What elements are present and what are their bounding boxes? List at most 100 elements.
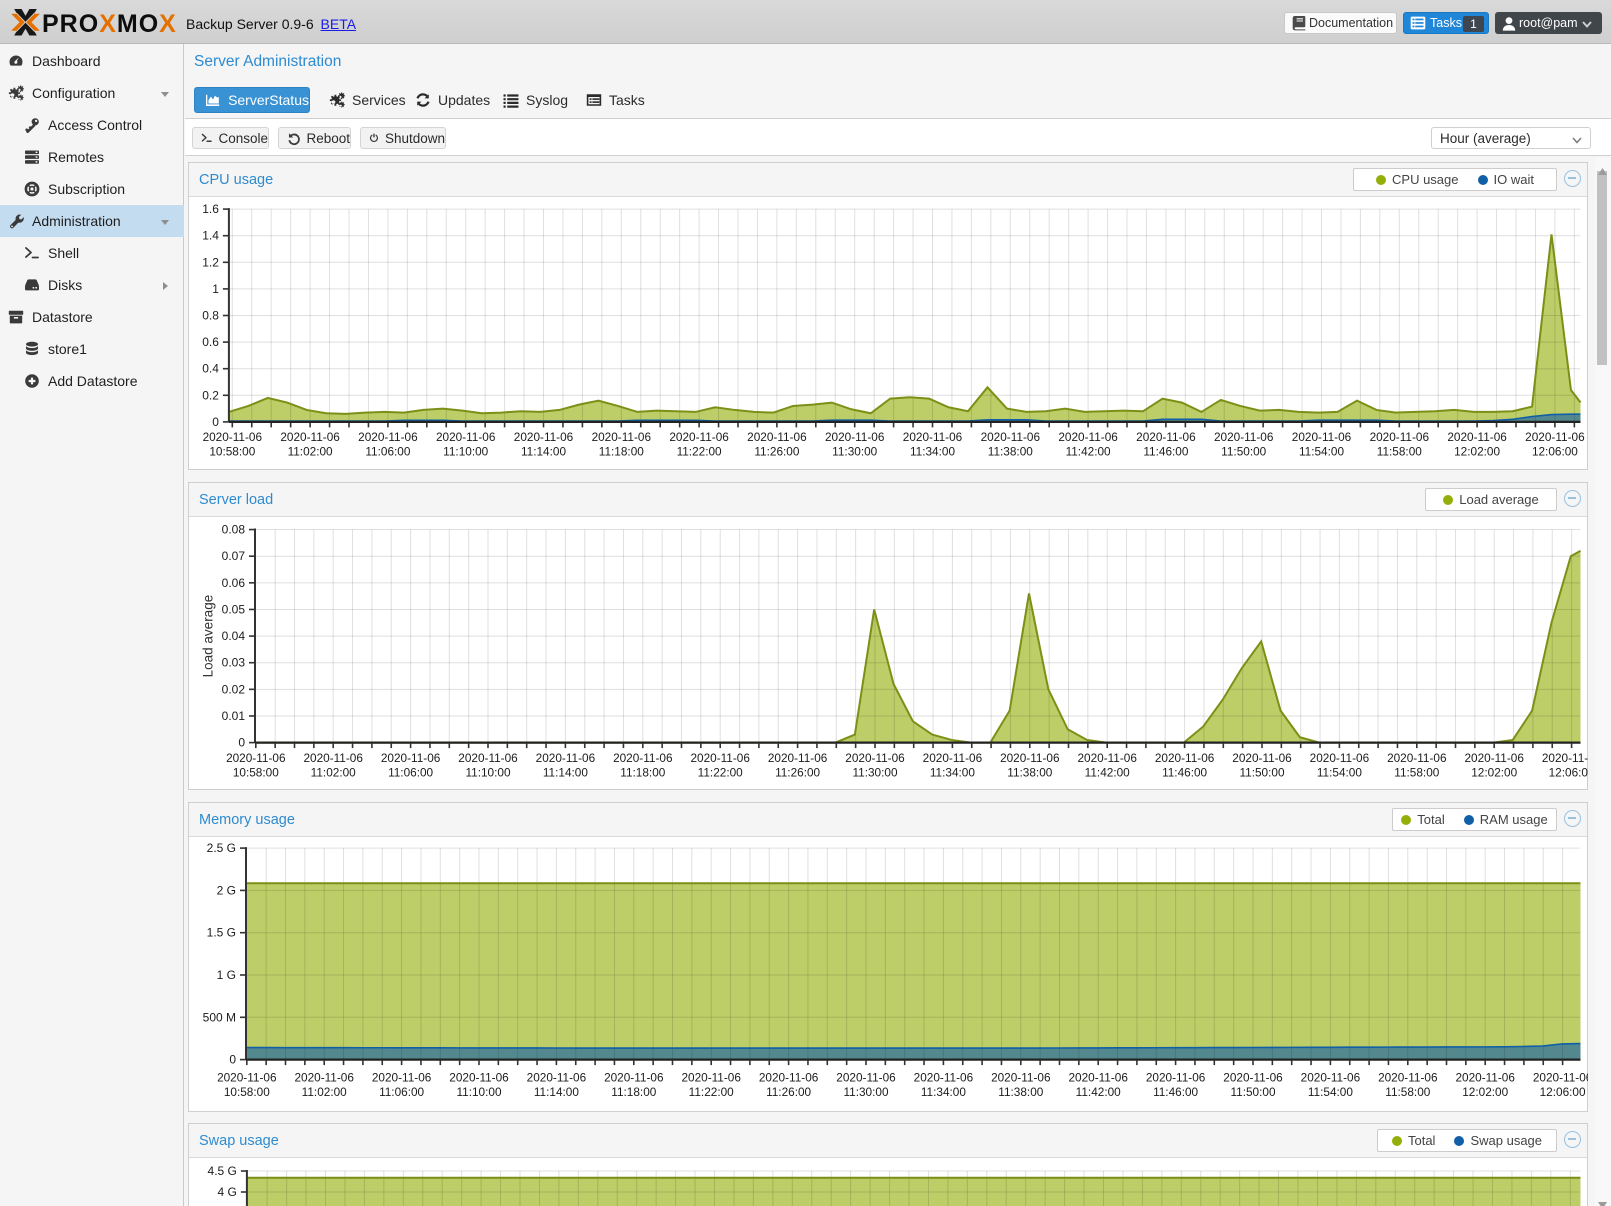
svg-text:11:02:00: 11:02:00 (301, 1085, 346, 1099)
svg-text:0.2: 0.2 (202, 389, 219, 403)
svg-text:4 G: 4 G (217, 1185, 236, 1199)
svg-text:11:54:00: 11:54:00 (1307, 1085, 1352, 1099)
svg-text:11:14:00: 11:14:00 (520, 445, 565, 459)
svg-text:2020-11-06: 2020-11-06 (690, 750, 750, 764)
svg-text:12:02:00: 12:02:00 (1471, 765, 1517, 779)
svg-text:0.08: 0.08 (221, 522, 245, 536)
svg-text:2020-11-06: 2020-11-06 (303, 750, 363, 764)
svg-text:2020-11-06: 2020-11-06 (526, 1071, 586, 1085)
svg-text:12:06:00: 12:06:00 (1539, 1085, 1585, 1099)
svg-text:2020-11-06: 2020-11-06 (591, 430, 651, 444)
svg-text:10:58:00: 10:58:00 (223, 1085, 269, 1099)
svg-text:11:06:00: 11:06:00 (388, 765, 433, 779)
svg-text:12:06:00: 12:06:00 (1548, 765, 1587, 779)
svg-text:11:38:00: 11:38:00 (998, 1085, 1043, 1099)
svg-text:2020-11-06: 2020-11-06 (358, 430, 418, 444)
svg-text:0: 0 (212, 415, 219, 429)
svg-text:11:50:00: 11:50:00 (1230, 1085, 1275, 1099)
svg-text:2020-11-06: 2020-11-06 (1136, 430, 1196, 444)
svg-text:2020-11-06: 2020-11-06 (613, 750, 673, 764)
svg-text:2020-11-06: 2020-11-06 (980, 430, 1040, 444)
svg-text:10:58:00: 10:58:00 (209, 445, 255, 459)
svg-text:2020-11-06: 2020-11-06 (1223, 1071, 1283, 1085)
svg-text:4.5 G: 4.5 G (207, 1164, 236, 1178)
svg-text:0.8: 0.8 (202, 309, 219, 323)
svg-text:11:18:00: 11:18:00 (598, 445, 643, 459)
svg-text:2020-11-06: 2020-11-06 (1154, 750, 1214, 764)
svg-text:2 G: 2 G (216, 883, 235, 897)
svg-text:2020-11-06: 2020-11-06 (681, 1071, 741, 1085)
svg-text:11:26:00: 11:26:00 (766, 1085, 811, 1099)
svg-text:2020-11-06: 2020-11-06 (435, 430, 495, 444)
svg-text:11:34:00: 11:34:00 (909, 445, 954, 459)
svg-text:11:14:00: 11:14:00 (533, 1085, 578, 1099)
svg-text:11:22:00: 11:22:00 (688, 1085, 733, 1099)
svg-text:1: 1 (212, 282, 219, 296)
svg-text:0.07: 0.07 (221, 549, 245, 563)
svg-text:0.6: 0.6 (202, 335, 219, 349)
svg-text:2020-11-06: 2020-11-06 (1291, 430, 1351, 444)
svg-text:2020-11-06: 2020-11-06 (1455, 1071, 1515, 1085)
svg-text:Load average: Load average (200, 594, 215, 677)
svg-text:12:06:00: 12:06:00 (1531, 445, 1577, 459)
svg-text:11:30:00: 11:30:00 (852, 765, 897, 779)
svg-text:1.5 G: 1.5 G (206, 926, 235, 940)
svg-text:11:22:00: 11:22:00 (697, 765, 742, 779)
svg-text:2020-11-06: 2020-11-06 (747, 430, 807, 444)
svg-text:0.03: 0.03 (221, 655, 245, 669)
svg-text:11:54:00: 11:54:00 (1316, 765, 1361, 779)
svg-text:2020-11-06: 2020-11-06 (1447, 430, 1507, 444)
svg-text:2020-11-06: 2020-11-06 (902, 430, 962, 444)
svg-text:11:50:00: 11:50:00 (1239, 765, 1284, 779)
svg-text:11:58:00: 11:58:00 (1376, 445, 1421, 459)
svg-text:2020-11-06: 2020-11-06 (1369, 430, 1429, 444)
svg-text:2020-11-06: 2020-11-06 (1300, 1071, 1360, 1085)
svg-text:2020-11-06: 2020-11-06 (1232, 750, 1292, 764)
svg-text:1.4: 1.4 (202, 229, 219, 243)
svg-text:2020-11-06: 2020-11-06 (371, 1071, 431, 1085)
svg-text:2020-11-06: 2020-11-06 (513, 430, 573, 444)
svg-text:2020-11-06: 2020-11-06 (1387, 750, 1447, 764)
svg-text:0: 0 (238, 735, 245, 749)
svg-text:1 G: 1 G (216, 968, 235, 982)
svg-text:2020-11-06: 2020-11-06 (1077, 750, 1137, 764)
svg-text:11:34:00: 11:34:00 (920, 1085, 965, 1099)
svg-text:11:26:00: 11:26:00 (775, 765, 820, 779)
svg-text:11:58:00: 11:58:00 (1394, 765, 1439, 779)
svg-text:2020-11-06: 2020-11-06 (294, 1071, 354, 1085)
svg-text:11:26:00: 11:26:00 (754, 445, 799, 459)
svg-text:2020-11-06: 2020-11-06 (922, 750, 982, 764)
svg-text:2020-11-06: 2020-11-06 (380, 750, 440, 764)
svg-text:0.05: 0.05 (221, 602, 245, 616)
svg-text:2020-11-06: 2020-11-06 (1378, 1071, 1438, 1085)
svg-text:11:02:00: 11:02:00 (287, 445, 332, 459)
svg-text:11:30:00: 11:30:00 (832, 445, 877, 459)
svg-text:12:02:00: 12:02:00 (1462, 1085, 1508, 1099)
svg-text:2020-11-06: 2020-11-06 (1213, 430, 1273, 444)
svg-text:11:50:00: 11:50:00 (1221, 445, 1266, 459)
svg-text:2020-11-06: 2020-11-06 (845, 750, 905, 764)
svg-text:1.2: 1.2 (202, 256, 219, 270)
svg-text:11:42:00: 11:42:00 (1075, 1085, 1120, 1099)
svg-text:2020-11-06: 2020-11-06 (824, 430, 884, 444)
svg-text:2020-11-06: 2020-11-06 (758, 1071, 818, 1085)
svg-text:2020-11-06: 2020-11-06 (1532, 1071, 1587, 1085)
svg-text:500 M: 500 M (202, 1010, 235, 1024)
svg-text:11:22:00: 11:22:00 (676, 445, 721, 459)
svg-text:2020-11-06: 2020-11-06 (604, 1071, 664, 1085)
svg-text:11:42:00: 11:42:00 (1065, 445, 1110, 459)
svg-text:11:14:00: 11:14:00 (542, 765, 587, 779)
svg-text:2.5 G: 2.5 G (206, 841, 235, 855)
svg-text:11:58:00: 11:58:00 (1385, 1085, 1430, 1099)
svg-text:11:46:00: 11:46:00 (1153, 1085, 1198, 1099)
svg-text:0.02: 0.02 (221, 682, 245, 696)
svg-text:0.04: 0.04 (221, 629, 245, 643)
svg-text:2020-11-06: 2020-11-06 (1068, 1071, 1128, 1085)
svg-text:2020-11-06: 2020-11-06 (1541, 750, 1587, 764)
svg-text:11:06:00: 11:06:00 (379, 1085, 424, 1099)
svg-text:11:10:00: 11:10:00 (456, 1085, 501, 1099)
svg-text:0.4: 0.4 (202, 362, 219, 376)
svg-text:2020-11-06: 2020-11-06 (202, 430, 262, 444)
svg-text:11:02:00: 11:02:00 (310, 765, 355, 779)
svg-text:2020-11-06: 2020-11-06 (913, 1071, 973, 1085)
